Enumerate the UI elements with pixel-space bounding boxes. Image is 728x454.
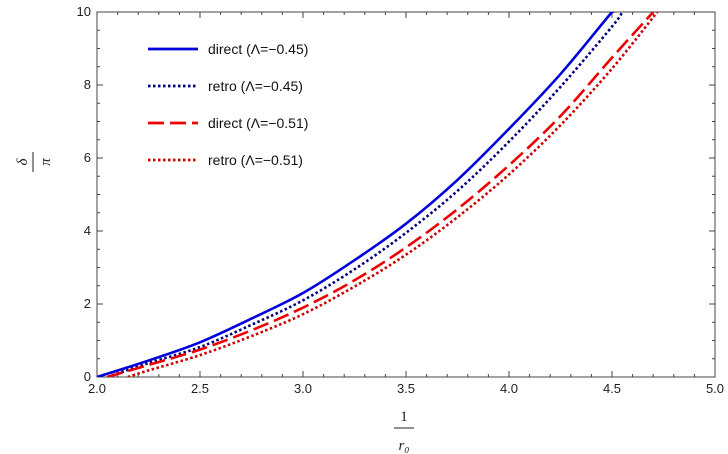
y-axis-title-denominator: π	[38, 158, 54, 166]
x-axis: 2.0 2.5 3.0 3.5 4.0 4.5 5.0	[88, 12, 724, 396]
x-tick-label: 4.0	[500, 381, 518, 396]
plot-frame	[96, 11, 716, 378]
y-tick-label: 10	[77, 4, 91, 19]
x-axis-title-denominator: r₀	[398, 438, 409, 454]
x-tick-label: 4.5	[603, 381, 621, 396]
legend-label-1: direct (Λ=−0.45)	[208, 41, 308, 57]
legend-label-4: retro (Λ=−0.51)	[208, 152, 303, 168]
y-tick-label: 6	[84, 150, 91, 165]
y-tick-label: 8	[84, 77, 91, 92]
series-line-3	[106, 12, 655, 377]
series-group	[97, 12, 659, 377]
x-tick-label: 5.0	[706, 381, 724, 396]
y-tick-label: 0	[84, 369, 91, 384]
plot-area	[96, 11, 716, 378]
x-tick-label: 3.5	[397, 381, 415, 396]
series-line-4	[127, 12, 659, 377]
series-line-2	[106, 12, 624, 377]
series-line-1	[97, 12, 616, 377]
x-axis-title-numerator: 1	[400, 409, 408, 425]
y-axis-title-numerator: δ	[15, 157, 31, 165]
legend-label-2: retro (Λ=−0.45)	[208, 78, 303, 94]
x-axis-title: 1 r₀	[394, 409, 414, 454]
legend: direct (Λ=−0.45) retro (Λ=−0.45) direct (Λ…	[148, 41, 308, 168]
x-tick-label: 2.0	[88, 381, 106, 396]
y-tick-label: 4	[84, 223, 91, 238]
y-tick-label: 2	[84, 296, 91, 311]
x-tick-label: 3.0	[294, 381, 312, 396]
y-axis: 0 2 4 6 8 10	[77, 4, 715, 384]
legend-label-3: direct (Λ=−0.51)	[208, 115, 308, 131]
x-tick-label: 2.5	[191, 381, 209, 396]
y-axis-title: δ π	[15, 152, 54, 172]
